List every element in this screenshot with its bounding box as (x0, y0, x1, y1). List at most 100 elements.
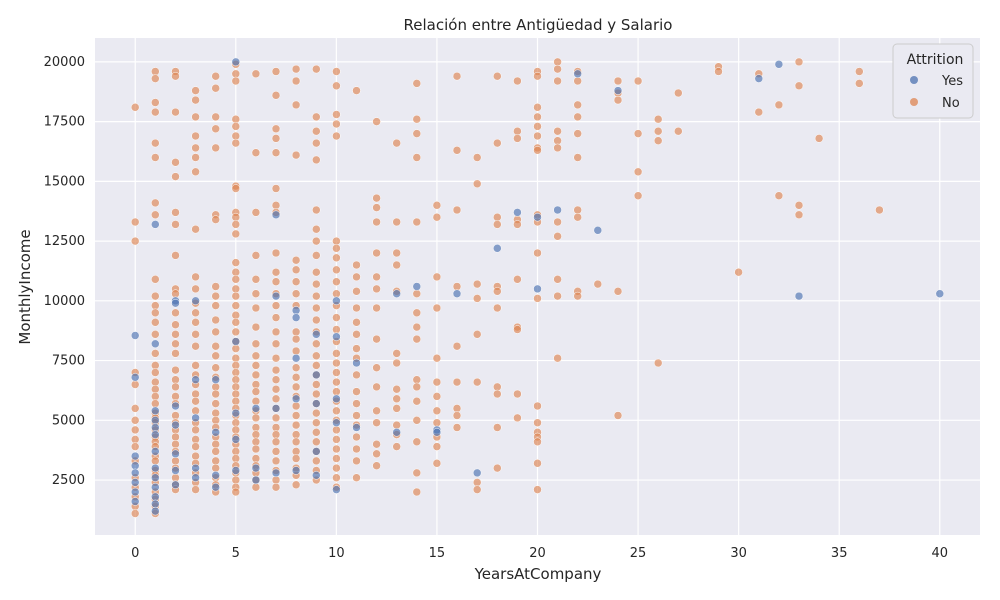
data-point-no (231, 318, 241, 327)
data-point-no (130, 380, 140, 389)
data-point-no (633, 191, 643, 200)
data-point-no (633, 167, 643, 177)
data-point-no (533, 459, 542, 468)
data-point-no (312, 428, 321, 437)
data-point-no (412, 129, 422, 138)
data-point-no (332, 463, 341, 473)
x-axis-label: YearsAtCompany (474, 565, 602, 583)
data-point-no (312, 456, 321, 466)
data-point-no (493, 212, 502, 222)
data-point-no (533, 122, 542, 131)
data-point-no (151, 330, 160, 339)
data-point-no (573, 291, 582, 301)
data-point-no (472, 279, 482, 289)
data-point-no (271, 353, 281, 363)
data-point-no (472, 377, 482, 387)
data-point-no (151, 291, 160, 301)
data-point-no (130, 425, 140, 435)
data-point-no (332, 444, 341, 454)
data-point-no (171, 411, 180, 420)
data-point-no (251, 444, 261, 454)
data-point-no (231, 389, 241, 399)
data-point-no (553, 57, 562, 67)
y-tick-label: 17500 (44, 115, 85, 130)
data-point-no (332, 425, 341, 435)
data-point-no (171, 375, 180, 384)
data-point-no (734, 267, 743, 277)
data-point-yes (352, 423, 361, 432)
data-point-no (231, 447, 241, 456)
data-point-no (352, 399, 361, 408)
data-point-no (553, 217, 562, 227)
data-point-no (291, 373, 301, 382)
data-point-yes (312, 370, 321, 380)
data-point-no (171, 320, 180, 329)
data-point-no (573, 205, 582, 215)
data-point-yes (231, 408, 241, 418)
data-point-no (251, 454, 261, 463)
data-point-yes (151, 506, 160, 516)
data-point-no (171, 392, 180, 401)
data-point-no (372, 272, 381, 282)
data-point-no (151, 318, 160, 327)
data-point-no (251, 413, 261, 423)
data-point-no (312, 64, 321, 74)
data-point-no (171, 382, 180, 392)
data-point-no (533, 437, 542, 447)
data-point-no (392, 349, 401, 358)
data-point-no (211, 408, 220, 418)
data-point-no (392, 248, 401, 258)
data-point-no (372, 363, 381, 372)
data-point-no (271, 201, 281, 210)
data-point-no (352, 330, 361, 339)
data-point-no (372, 334, 381, 344)
data-point-no (593, 279, 603, 289)
data-point-no (211, 112, 220, 122)
data-point-yes (211, 482, 220, 492)
data-point-no (191, 272, 200, 282)
data-point-no (352, 473, 361, 482)
x-tick-label: 15 (429, 546, 446, 561)
data-point-yes (130, 373, 140, 382)
data-point-no (493, 220, 502, 229)
data-point-no (332, 119, 341, 129)
data-point-no (231, 418, 241, 427)
data-point-no (231, 220, 241, 229)
data-point-no (412, 114, 422, 124)
data-point-no (392, 138, 401, 148)
data-point-no (352, 432, 361, 442)
data-point-no (171, 289, 180, 298)
data-point-no (211, 463, 220, 473)
data-point-no (291, 100, 301, 110)
legend-marker-yes (910, 76, 918, 84)
data-point-no (151, 399, 160, 408)
data-point-no (412, 308, 422, 318)
data-point-no (533, 401, 542, 411)
data-point-yes (171, 401, 180, 411)
data-point-no (312, 138, 321, 148)
data-point-no (553, 353, 562, 363)
data-point-no (211, 389, 220, 399)
data-point-no (372, 449, 381, 459)
data-point-no (130, 442, 140, 451)
data-point-no (412, 375, 422, 384)
data-point-no (251, 251, 261, 260)
data-point-no (251, 423, 261, 432)
data-point-no (533, 248, 542, 258)
data-point-no (372, 193, 381, 203)
data-point-no (130, 404, 140, 413)
data-point-no (231, 353, 241, 363)
data-point-no (151, 198, 160, 208)
data-point-no (191, 143, 200, 153)
data-point-no (352, 272, 361, 282)
data-point-no (432, 377, 442, 387)
data-point-yes (271, 210, 281, 220)
data-point-no (493, 389, 502, 399)
data-point-yes (271, 468, 281, 478)
data-point-no (211, 416, 220, 425)
data-point-no (573, 129, 582, 138)
data-point-yes (130, 487, 140, 497)
data-point-yes (271, 291, 281, 301)
data-point-no (151, 275, 160, 284)
data-points (130, 57, 945, 518)
